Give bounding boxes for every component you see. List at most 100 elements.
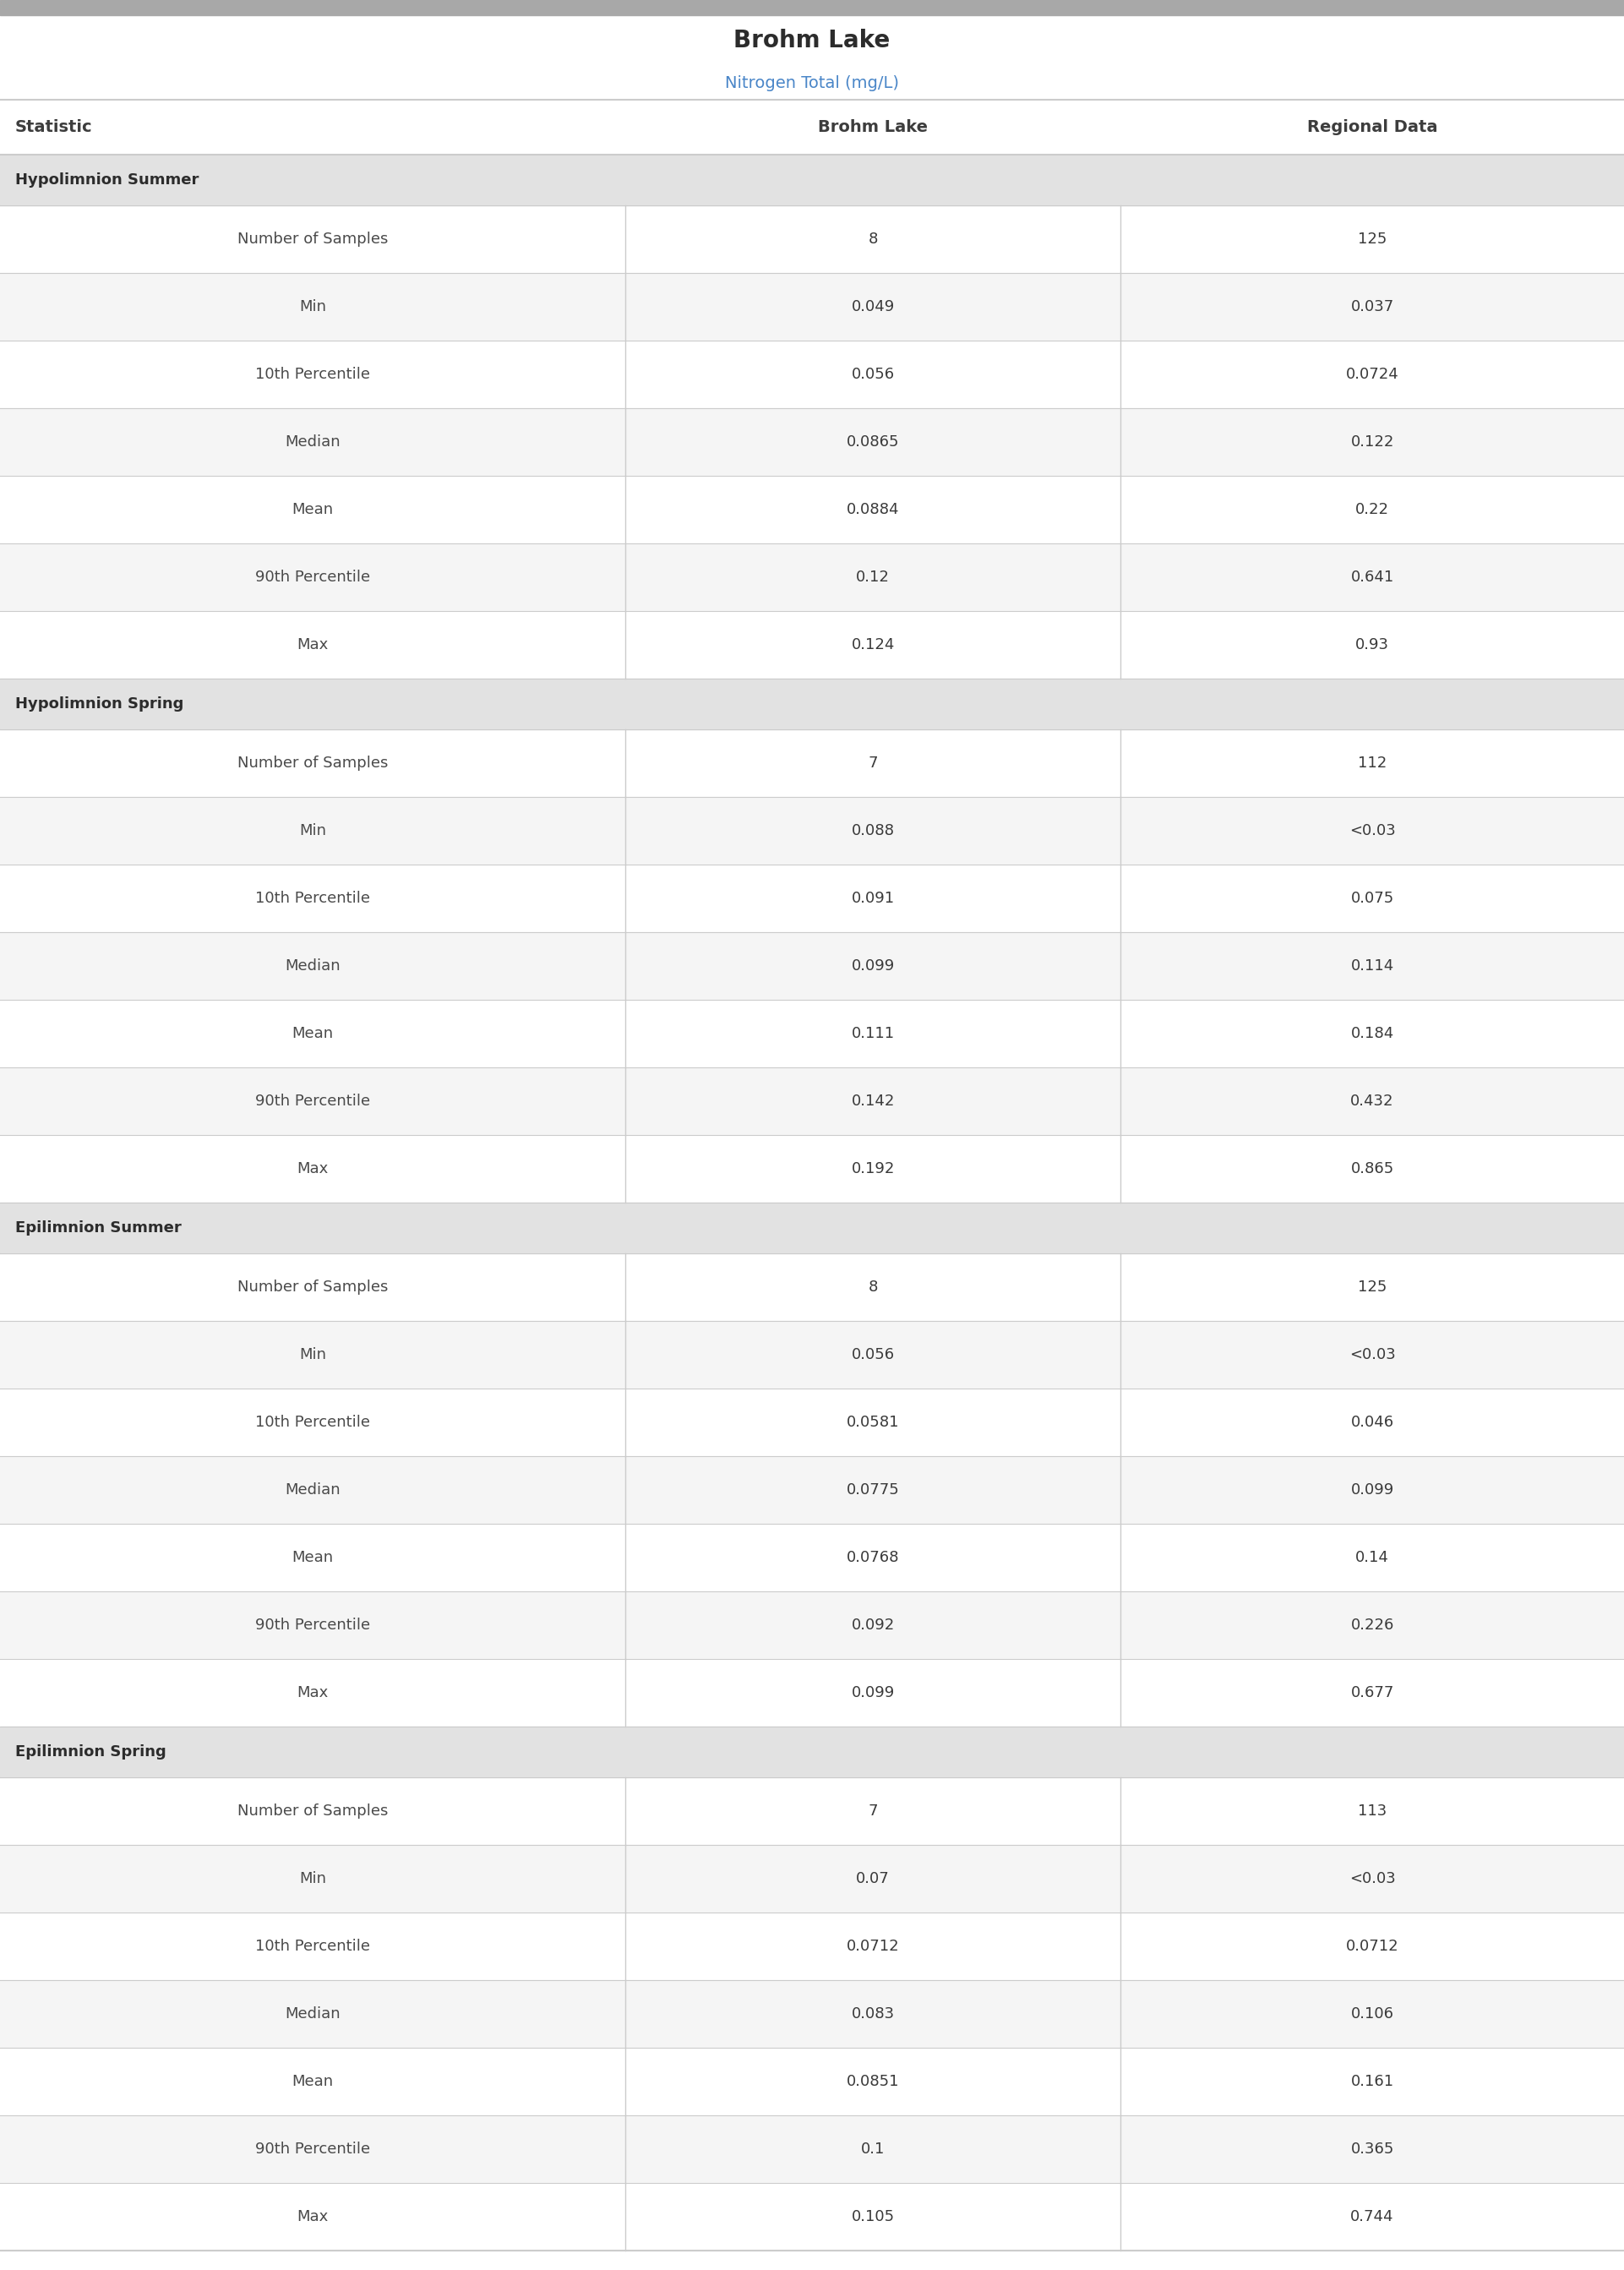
Text: 90th Percentile: 90th Percentile — [255, 2141, 370, 2156]
Text: Min: Min — [299, 300, 326, 313]
Text: Number of Samples: Number of Samples — [237, 232, 388, 247]
Text: 0.111: 0.111 — [851, 1026, 895, 1042]
Text: Mean: Mean — [292, 1550, 333, 1566]
Text: Brohm Lake: Brohm Lake — [818, 118, 927, 136]
Text: <0.03: <0.03 — [1350, 1346, 1395, 1362]
Text: Epilimnion Spring: Epilimnion Spring — [15, 1743, 166, 1759]
Text: 0.142: 0.142 — [851, 1094, 895, 1108]
Bar — [0, 2116, 1624, 2184]
Text: Number of Samples: Number of Samples — [237, 1280, 388, 1294]
Bar — [0, 340, 1624, 409]
Text: 8: 8 — [869, 1280, 877, 1294]
Text: 0.088: 0.088 — [851, 824, 895, 838]
Text: 0.677: 0.677 — [1351, 1684, 1393, 1700]
Text: 125: 125 — [1358, 1280, 1387, 1294]
Text: 0.075: 0.075 — [1351, 890, 1393, 906]
Text: 0.226: 0.226 — [1351, 1619, 1393, 1632]
Text: 0.07: 0.07 — [856, 1870, 890, 1886]
Bar — [0, 797, 1624, 865]
Bar — [0, 1591, 1624, 1659]
Text: Mean: Mean — [292, 1026, 333, 1042]
Text: 0.106: 0.106 — [1351, 2007, 1393, 2023]
Text: 0.099: 0.099 — [1351, 1482, 1393, 1498]
Text: 0.122: 0.122 — [1351, 434, 1393, 449]
Text: Mean: Mean — [292, 2075, 333, 2088]
Bar — [0, 272, 1624, 340]
Text: 0.037: 0.037 — [1351, 300, 1393, 313]
Text: Statistic: Statistic — [15, 118, 93, 136]
Text: 0.14: 0.14 — [1356, 1550, 1389, 1566]
Bar — [0, 0, 1624, 16]
Text: Max: Max — [297, 1162, 328, 1176]
Text: Hypolimnion Summer: Hypolimnion Summer — [15, 173, 198, 188]
Bar — [0, 477, 1624, 543]
Text: 90th Percentile: 90th Percentile — [255, 570, 370, 586]
Text: 0.744: 0.744 — [1351, 2209, 1393, 2225]
Bar — [0, 1389, 1624, 1455]
Text: 8: 8 — [869, 232, 877, 247]
Text: 0.1: 0.1 — [861, 2141, 885, 2156]
Text: 0.432: 0.432 — [1351, 1094, 1393, 1108]
Text: Regional Data: Regional Data — [1307, 118, 1437, 136]
Text: 0.865: 0.865 — [1351, 1162, 1393, 1176]
Bar — [0, 1777, 1624, 1846]
Text: 0.056: 0.056 — [851, 1346, 895, 1362]
Text: 7: 7 — [869, 1802, 877, 1818]
Bar — [0, 204, 1624, 272]
Text: Number of Samples: Number of Samples — [237, 1802, 388, 1818]
Text: Max: Max — [297, 2209, 328, 2225]
Text: 0.105: 0.105 — [851, 2209, 895, 2225]
Text: 10th Percentile: 10th Percentile — [255, 1939, 370, 1954]
Text: 90th Percentile: 90th Percentile — [255, 1094, 370, 1108]
Text: Median: Median — [284, 2007, 341, 2023]
Text: 0.641: 0.641 — [1351, 570, 1393, 586]
Text: 0.0712: 0.0712 — [846, 1939, 900, 1954]
Text: 0.192: 0.192 — [851, 1162, 895, 1176]
Text: <0.03: <0.03 — [1350, 1870, 1395, 1886]
Text: 125: 125 — [1358, 232, 1387, 247]
Text: 0.049: 0.049 — [851, 300, 895, 313]
Text: 10th Percentile: 10th Percentile — [255, 1414, 370, 1430]
Bar — [0, 154, 1624, 204]
Text: 0.0724: 0.0724 — [1346, 368, 1398, 381]
Text: Median: Median — [284, 958, 341, 974]
Text: 0.22: 0.22 — [1356, 502, 1389, 518]
Bar — [0, 933, 1624, 999]
Text: 0.056: 0.056 — [851, 368, 895, 381]
Text: 10th Percentile: 10th Percentile — [255, 368, 370, 381]
Bar — [0, 1727, 1624, 1777]
Bar — [0, 1979, 1624, 2048]
Text: Max: Max — [297, 1684, 328, 1700]
Text: 0.365: 0.365 — [1351, 2141, 1393, 2156]
Text: <0.03: <0.03 — [1350, 824, 1395, 838]
Text: 0.046: 0.046 — [1351, 1414, 1393, 1430]
Text: Max: Max — [297, 638, 328, 651]
Text: 0.114: 0.114 — [1351, 958, 1393, 974]
Text: 0.091: 0.091 — [851, 890, 895, 906]
Bar — [0, 1523, 1624, 1591]
Text: 0.0768: 0.0768 — [846, 1550, 900, 1566]
Bar — [0, 999, 1624, 1067]
Bar — [0, 1067, 1624, 1135]
Text: 0.0581: 0.0581 — [846, 1414, 900, 1430]
Text: 0.0884: 0.0884 — [846, 502, 900, 518]
Text: Nitrogen Total (mg/L): Nitrogen Total (mg/L) — [724, 75, 900, 91]
Bar — [0, 1253, 1624, 1321]
Bar — [0, 679, 1624, 729]
Text: 7: 7 — [869, 756, 877, 772]
Text: 0.12: 0.12 — [856, 570, 890, 586]
Bar — [0, 1659, 1624, 1727]
Text: 0.0712: 0.0712 — [1346, 1939, 1398, 1954]
Text: Epilimnion Summer: Epilimnion Summer — [15, 1221, 182, 1235]
Bar — [0, 1135, 1624, 1203]
Text: Min: Min — [299, 824, 326, 838]
Bar — [0, 729, 1624, 797]
Text: Median: Median — [284, 1482, 341, 1498]
Text: 0.099: 0.099 — [851, 958, 895, 974]
Text: Brohm Lake: Brohm Lake — [734, 30, 890, 52]
Text: Hypolimnion Spring: Hypolimnion Spring — [15, 697, 184, 711]
Text: 0.161: 0.161 — [1351, 2075, 1393, 2088]
Bar — [0, 543, 1624, 611]
Bar — [0, 1321, 1624, 1389]
Text: 0.0851: 0.0851 — [846, 2075, 900, 2088]
